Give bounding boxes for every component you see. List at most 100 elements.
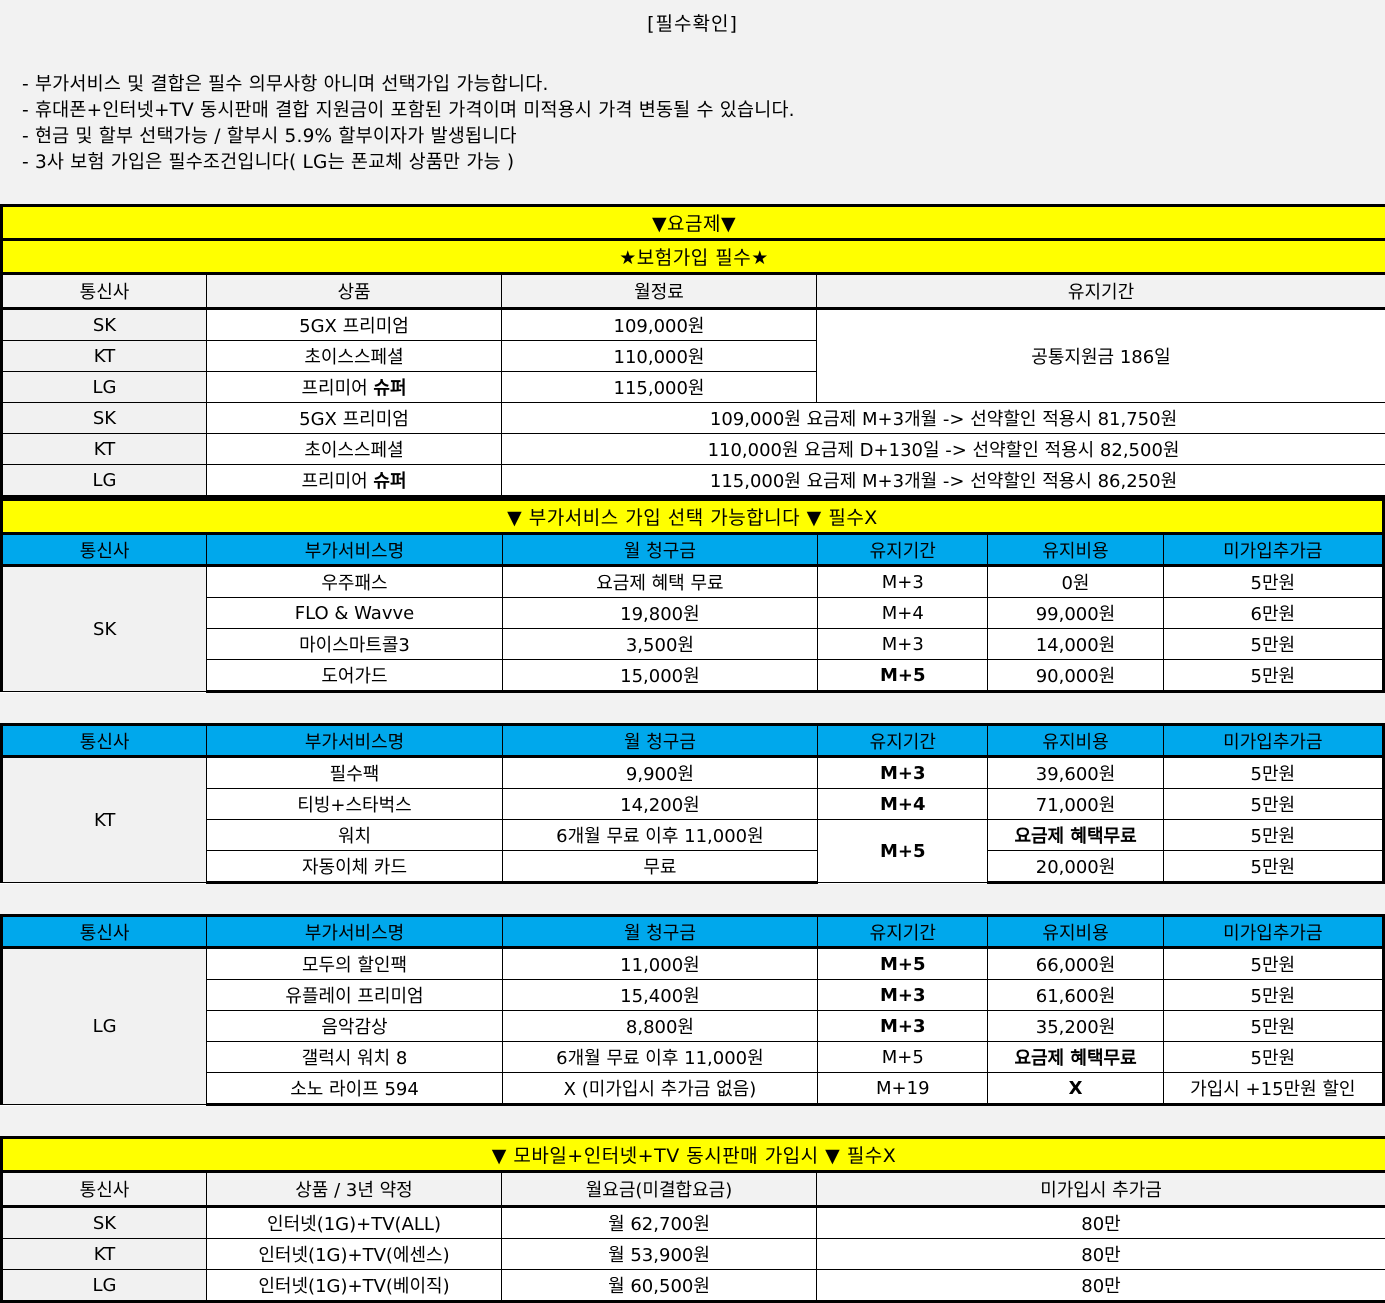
addon-name: 필수팩 — [207, 757, 502, 789]
addon-cost: 99,000원 — [988, 598, 1163, 629]
section-gap — [0, 884, 1385, 914]
addon-name: 도어가드 — [207, 660, 502, 692]
addon-period: M+3 — [818, 980, 988, 1011]
table-row: 소노 라이프 594 X (미가입시 추가금 없음) M+19 X 가입시 +1… — [2, 1073, 1384, 1105]
combo-penalty: 80만 — [817, 1270, 1385, 1302]
addon-cost: 66,000원 — [988, 948, 1163, 980]
combo-carrier: SK — [2, 1207, 207, 1239]
addon-lg-wrap: 통신사 부가서비스명 월 청구금 유지기간 유지비용 미가입추가금 LG 모두의… — [0, 914, 1385, 1106]
table-row: 워치 6개월 무료 이후 11,000원 M+5 요금제 혜택무료 5만원 — [2, 820, 1384, 851]
addon-col-monthly: 월 청구금 — [502, 725, 817, 757]
addon-monthly: 9,900원 — [502, 757, 817, 789]
addon-carrier-sk: SK — [2, 566, 207, 692]
table-row: 도어가드 15,000원 M+5 90,000원 5만원 — [2, 660, 1384, 692]
combo-carrier: LG — [2, 1270, 207, 1302]
notice-list: - 부가서비스 및 결합은 필수 의무사항 아니며 선택가입 가능합니다. - … — [0, 36, 1385, 204]
addon-kt-table: 통신사 부가서비스명 월 청구금 유지기간 유지비용 미가입추가금 KT 필수팩… — [0, 723, 1385, 884]
addon-col-period: 유지기간 — [818, 534, 988, 566]
addon-period: M+19 — [818, 1073, 988, 1105]
addon-period: M+3 — [818, 1011, 988, 1042]
addon-period: M+4 — [818, 598, 988, 629]
addon-col-name: 부가서비스명 — [207, 916, 502, 948]
addon-penalty: 6만원 — [1163, 598, 1383, 629]
addon-col-name: 부가서비스명 — [207, 534, 502, 566]
combo-col-monthly: 월요금(미결합요금) — [502, 1172, 817, 1207]
addon-cost: 71,000원 — [988, 789, 1163, 820]
addon-carrier-kt: KT — [2, 757, 207, 883]
addon-penalty: 5만원 — [1163, 851, 1383, 883]
table-row: 마이스마트콜3 3,500원 M+3 14,000원 5만원 — [2, 629, 1384, 660]
combo-product: 인터넷(1G)+TV(ALL) — [207, 1207, 502, 1239]
table-row: 유플레이 프리미엄 15,400원 M+3 61,600원 5만원 — [2, 980, 1384, 1011]
table-row: KT 초이스스페셜 110,000원 요금제 D+130일 -> 선약할인 적용… — [2, 434, 1385, 465]
table-row: 티빙+스타벅스 14,200원 M+4 71,000원 5만원 — [2, 789, 1384, 820]
addon-name: 소노 라이프 594 — [207, 1073, 502, 1105]
plan-product: 프리미어 슈퍼 — [207, 465, 502, 497]
addon-name: 음악감상 — [207, 1011, 502, 1042]
plan-discount-detail: 115,000원 요금제 M+3개월 -> 선약할인 적용시 86,250원 — [502, 465, 1385, 497]
addon-sk-wrap: ▼ 부가서비스 가입 선택 가능합니다 ▼ 필수X 통신사 부가서비스명 월 청… — [0, 498, 1385, 693]
addon-col-penalty: 미가입추가금 — [1163, 725, 1383, 757]
combo-col-product: 상품 / 3년 약정 — [207, 1172, 502, 1207]
notice-title: [필수확인] — [0, 0, 1385, 36]
combo-table-wrap: ▼ 모바일+인터넷+TV 동시판매 가입시 ▼ 필수X 통신사 상품 / 3년 … — [0, 1136, 1385, 1303]
addon-name: FLO & Wavve — [207, 598, 502, 629]
plan-table-wrap: ▼요금제▼ ★보험가입 필수★ 통신사 상품 월정료 유지기간 SK 5GX 프… — [0, 204, 1385, 498]
addon-name: 유플레이 프리미엄 — [207, 980, 502, 1011]
plan-subbanner: ★보험가입 필수★ — [2, 240, 1385, 274]
plan-product: 5GX 프리미엄 — [207, 403, 502, 434]
addon-monthly: X (미가입시 추가금 없음) — [502, 1073, 817, 1105]
addon-monthly: 요금제 혜택 무료 — [502, 566, 817, 598]
table-row: KT 인터넷(1G)+TV(에센스) 월 53,900원 80만 — [2, 1239, 1385, 1270]
plan-discount-detail: 109,000원 요금제 M+3개월 -> 선약할인 적용시 81,750원 — [502, 403, 1385, 434]
addon-cost: 요금제 혜택무료 — [988, 820, 1163, 851]
table-row: SK 우주패스 요금제 혜택 무료 M+3 0원 5만원 — [2, 566, 1384, 598]
table-row: 음악감상 8,800원 M+3 35,200원 5만원 — [2, 1011, 1384, 1042]
table-row: FLO & Wavve 19,800원 M+4 99,000원 6만원 — [2, 598, 1384, 629]
addon-carrier-lg: LG — [2, 948, 207, 1105]
addon-col-carrier: 통신사 — [2, 725, 207, 757]
notice-block: [필수확인] - 부가서비스 및 결합은 필수 의무사항 아니며 선택가입 가능… — [0, 0, 1385, 204]
addon-penalty: 5만원 — [1163, 660, 1383, 692]
plan-carrier: LG — [2, 465, 207, 497]
addon-cost: 35,200원 — [988, 1011, 1163, 1042]
addon-name: 티빙+스타벅스 — [207, 789, 502, 820]
table-row: SK 인터넷(1G)+TV(ALL) 월 62,700원 80만 — [2, 1207, 1385, 1239]
addon-col-monthly: 월 청구금 — [502, 534, 817, 566]
addon-period: M+4 — [818, 789, 988, 820]
addon-cost: 0원 — [988, 566, 1163, 598]
addon-cost: 요금제 혜택무료 — [988, 1042, 1163, 1073]
addon-period-merged: M+5 — [818, 820, 988, 883]
addon-lg-table: 통신사 부가서비스명 월 청구금 유지기간 유지비용 미가입추가금 LG 모두의… — [0, 914, 1385, 1106]
table-row: LG 모두의 할인팩 11,000원 M+5 66,000원 5만원 — [2, 948, 1384, 980]
table-row: LG 프리미어 슈퍼 115,000원 요금제 M+3개월 -> 선약할인 적용… — [2, 465, 1385, 497]
plan-carrier: SK — [2, 403, 207, 434]
combo-monthly: 월 60,500원 — [502, 1270, 817, 1302]
addon-cost: 39,600원 — [988, 757, 1163, 789]
plan-product: 프리미어 슈퍼 — [207, 372, 502, 403]
addon-penalty: 5만원 — [1163, 948, 1383, 980]
plan-carrier: KT — [2, 434, 207, 465]
combo-monthly: 월 62,700원 — [502, 1207, 817, 1239]
addon-monthly: 6개월 무료 이후 11,000원 — [502, 820, 817, 851]
addon-col-monthly: 월 청구금 — [502, 916, 817, 948]
addon-kt-wrap: 통신사 부가서비스명 월 청구금 유지기간 유지비용 미가입추가금 KT 필수팩… — [0, 723, 1385, 884]
addon-monthly: 19,800원 — [502, 598, 817, 629]
notice-line: - 현금 및 할부 선택가능 / 할부시 5.9% 할부이자가 발생됩니다 — [22, 124, 1385, 150]
plan-fee: 110,000원 — [502, 341, 817, 372]
combo-monthly: 월 53,900원 — [502, 1239, 817, 1270]
addon-period: M+5 — [818, 948, 988, 980]
plan-common-support: 공통지원금 186일 — [817, 309, 1385, 403]
addon-col-penalty: 미가입추가금 — [1163, 916, 1383, 948]
plan-banner: ▼요금제▼ — [2, 206, 1385, 240]
addon-cost: X — [988, 1073, 1163, 1105]
combo-product: 인터넷(1G)+TV(에센스) — [207, 1239, 502, 1270]
addon-col-period: 유지기간 — [818, 725, 988, 757]
addon-cost: 90,000원 — [988, 660, 1163, 692]
addon-penalty: 5만원 — [1163, 629, 1383, 660]
plan-product: 5GX 프리미엄 — [207, 309, 502, 341]
plan-carrier: LG — [2, 372, 207, 403]
addon-col-cost: 유지비용 — [988, 534, 1163, 566]
plan-col-carrier: 통신사 — [2, 274, 207, 309]
addon-monthly: 11,000원 — [502, 948, 817, 980]
